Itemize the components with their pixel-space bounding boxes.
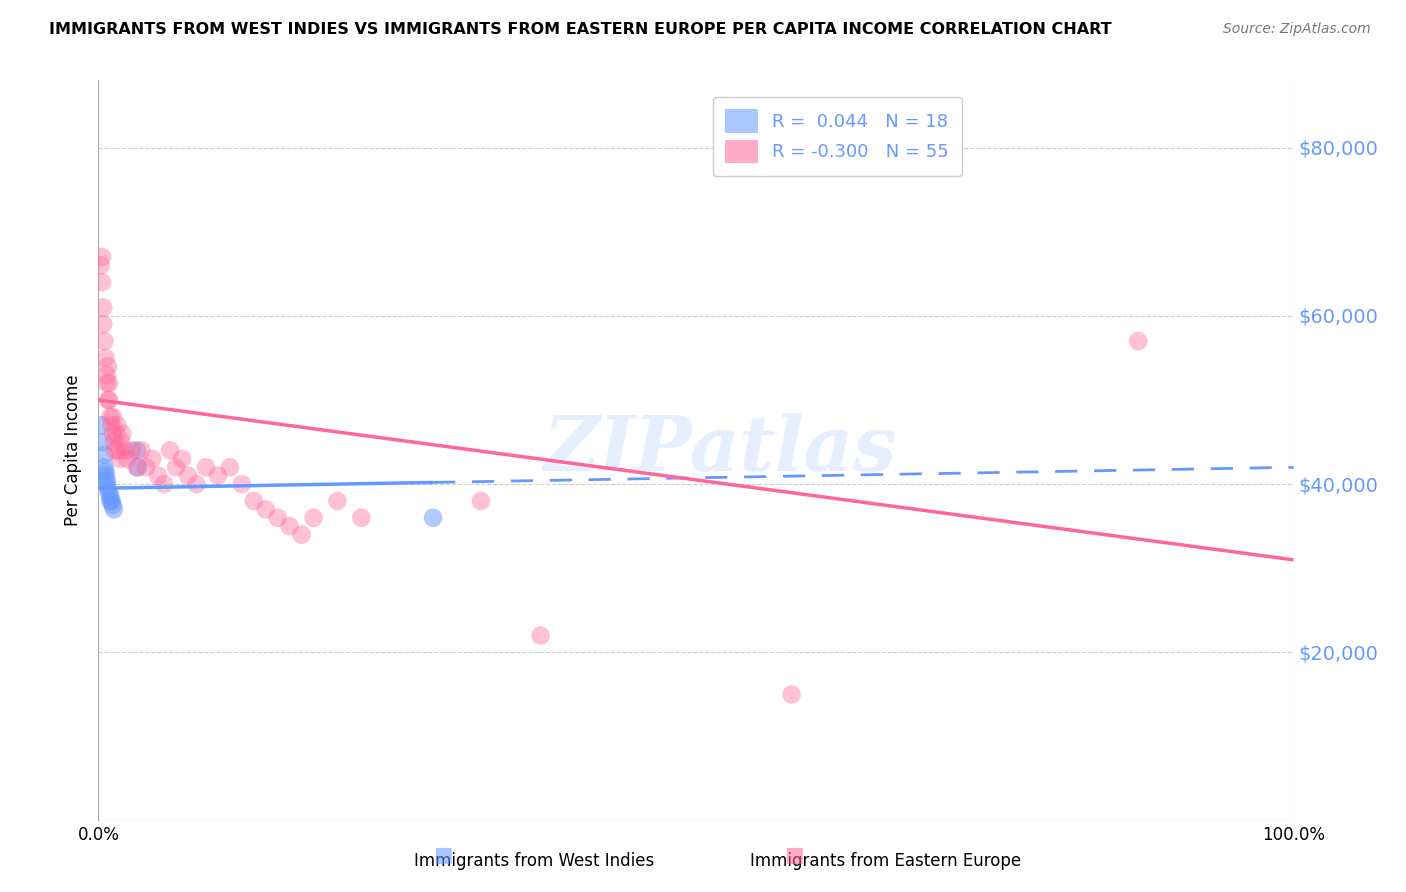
- Point: [97, 392, 120, 407]
- Text: Source: ZipAtlas.com: Source: ZipAtlas.com: [1223, 22, 1371, 37]
- Point: [302, 510, 325, 524]
- Point: [207, 468, 229, 483]
- Point: [91, 418, 114, 433]
- Point: [172, 451, 194, 466]
- Point: [530, 628, 553, 642]
- Point: [104, 443, 127, 458]
- Point: [93, 334, 115, 348]
- Point: [105, 426, 128, 441]
- Point: [101, 498, 124, 512]
- Point: [243, 494, 266, 508]
- Y-axis label: Per Capita Income: Per Capita Income: [65, 375, 83, 526]
- Point: [219, 460, 242, 475]
- Point: [98, 494, 122, 508]
- Point: [111, 426, 134, 441]
- Point: [141, 451, 163, 466]
- Point: [127, 460, 149, 475]
- Text: Immigrants from Eastern Europe: Immigrants from Eastern Europe: [751, 852, 1021, 870]
- Point: [115, 451, 138, 466]
- Point: [195, 460, 218, 475]
- Point: [98, 485, 121, 500]
- Point: [148, 468, 170, 483]
- Point: [98, 490, 122, 504]
- Point: [94, 468, 117, 483]
- Point: [326, 494, 349, 508]
- Point: [101, 409, 124, 424]
- Point: [108, 451, 131, 466]
- Point: [93, 448, 115, 462]
- Point: [94, 351, 117, 365]
- Point: [125, 460, 148, 475]
- Point: [254, 502, 277, 516]
- Point: [470, 494, 492, 508]
- Point: [110, 435, 132, 450]
- Point: [91, 250, 114, 264]
- Point: [267, 510, 290, 524]
- Point: [107, 418, 129, 433]
- Text: ZIPatlas: ZIPatlas: [543, 414, 897, 487]
- Text: ■: ■: [785, 846, 804, 865]
- Point: [131, 443, 153, 458]
- Text: Immigrants from West Indies: Immigrants from West Indies: [415, 852, 654, 870]
- Point: [94, 465, 117, 479]
- Point: [114, 443, 136, 458]
- Point: [97, 359, 120, 374]
- Point: [91, 275, 114, 289]
- Point: [90, 259, 112, 273]
- Point: [91, 435, 114, 450]
- Point: [121, 443, 143, 458]
- Point: [278, 519, 301, 533]
- Point: [350, 510, 373, 524]
- Point: [96, 477, 118, 491]
- Point: [96, 376, 118, 391]
- Point: [100, 418, 122, 433]
- Point: [97, 481, 120, 495]
- Point: [177, 468, 200, 483]
- Point: [96, 473, 118, 487]
- Legend: R =  0.044   N = 18, R = -0.300   N = 55: R = 0.044 N = 18, R = -0.300 N = 55: [713, 96, 962, 176]
- Point: [98, 392, 121, 407]
- Point: [125, 443, 148, 458]
- Point: [153, 477, 176, 491]
- Point: [291, 527, 314, 541]
- Point: [91, 318, 114, 332]
- Point: [1128, 334, 1150, 348]
- Point: [159, 443, 181, 458]
- Point: [231, 477, 253, 491]
- Point: [135, 460, 157, 475]
- Point: [103, 435, 125, 450]
- Point: [100, 494, 122, 508]
- Point: [91, 301, 114, 315]
- Point: [96, 368, 118, 382]
- Point: [780, 688, 803, 702]
- Text: ■: ■: [433, 846, 453, 865]
- Point: [422, 510, 444, 524]
- Point: [103, 502, 125, 516]
- Point: [98, 376, 121, 391]
- Point: [101, 426, 124, 441]
- Text: IMMIGRANTS FROM WEST INDIES VS IMMIGRANTS FROM EASTERN EUROPE PER CAPITA INCOME : IMMIGRANTS FROM WEST INDIES VS IMMIGRANT…: [49, 22, 1112, 37]
- Point: [186, 477, 208, 491]
- Point: [93, 460, 115, 475]
- Point: [98, 409, 122, 424]
- Point: [165, 460, 187, 475]
- Point: [107, 443, 129, 458]
